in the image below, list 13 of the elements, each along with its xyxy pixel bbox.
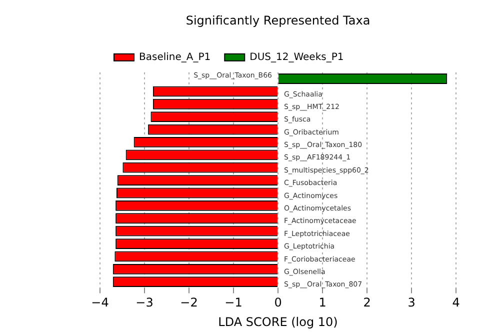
x-tick-label: −4: [91, 296, 109, 310]
legend-label: Baseline_A_P1: [139, 52, 211, 63]
x-axis-title: LDA SCORE (log 10): [218, 314, 338, 329]
x-tick-label: 4: [452, 296, 460, 310]
x-tick-label: 1: [318, 296, 326, 310]
x-tick-label: 3: [408, 296, 416, 310]
x-tick-label: −2: [180, 296, 198, 310]
legend-label: DUS_12_Weeks_P1: [250, 52, 344, 63]
chart-title: Significantly Represented Taxa: [186, 13, 370, 28]
x-tick-label: 0: [274, 296, 282, 310]
x-tick-label: −3: [136, 296, 154, 310]
x-tick-label: −1: [224, 296, 242, 310]
x-tick-label: 2: [363, 296, 371, 310]
